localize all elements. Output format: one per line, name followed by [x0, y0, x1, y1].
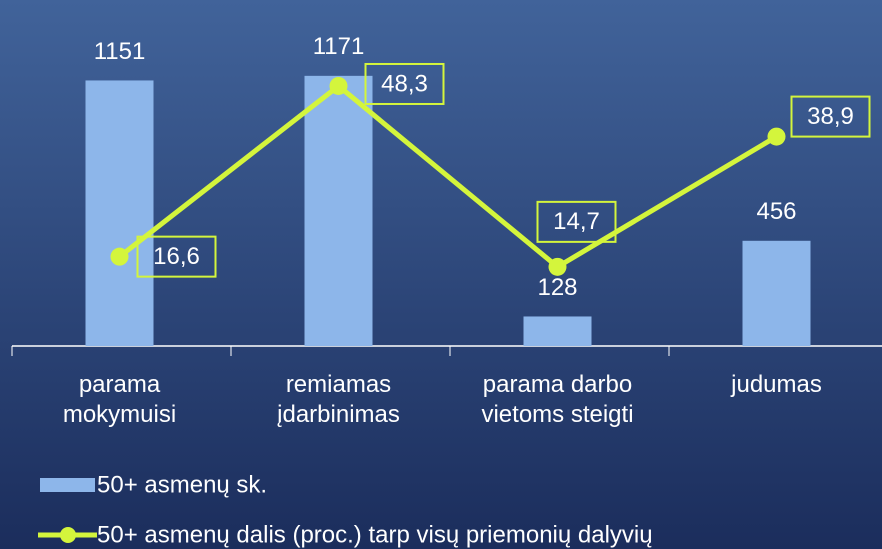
line	[117, 82, 778, 270]
legend-swatch	[60, 527, 76, 543]
bar-value-label: 1171	[313, 33, 365, 60]
data-label-box	[790, 95, 871, 138]
bar	[85, 80, 154, 346]
data-label-box	[536, 200, 617, 243]
line-value-label: 48,3	[381, 70, 428, 97]
bar-value-label: 128	[537, 274, 577, 301]
data-label-box	[364, 62, 445, 105]
line-point	[329, 76, 348, 95]
data-label-box	[136, 235, 217, 278]
line-value-label: 38,9	[807, 103, 854, 130]
legend-swatch	[40, 478, 95, 492]
bar	[742, 240, 811, 346]
x-tick-label: judumas	[731, 371, 822, 398]
bar	[304, 75, 373, 347]
x-tick-label: parama darbo vietoms steigti	[481, 371, 634, 428]
bar-value-label: 456	[756, 198, 796, 225]
legend-label: 50+ asmenų dalis (proc.) tarp visų priem…	[97, 521, 653, 548]
line-value-label: 14,7	[553, 208, 600, 235]
line-point	[110, 247, 129, 266]
x-tick-label: parama mokymuisi	[62, 371, 177, 428]
line-point	[548, 257, 567, 276]
legend-label: 50+ asmenų sk.	[97, 471, 267, 498]
bar	[523, 316, 592, 346]
bar-value-label: 1151	[94, 38, 146, 65]
line-value-label: 16,6	[153, 243, 200, 270]
x-tick-label: remiamas įdarbinimas	[277, 371, 400, 428]
line-point	[767, 127, 786, 146]
